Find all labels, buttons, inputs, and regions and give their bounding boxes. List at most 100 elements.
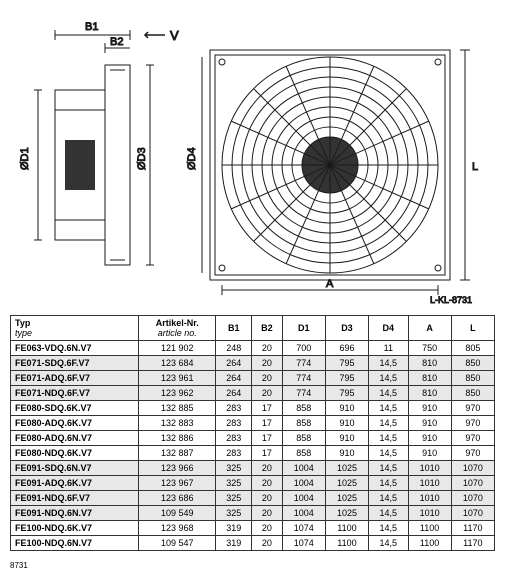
footer-ref: 8731 xyxy=(0,561,505,570)
table-row: FE080-SDQ.6K.V7132 8852831785891014,5910… xyxy=(11,401,495,416)
table-cell: 1025 xyxy=(325,476,368,491)
col-header: Typtype xyxy=(11,316,139,341)
table-cell: 283 xyxy=(216,401,252,416)
table-cell: 14,5 xyxy=(369,476,408,491)
table-cell: 264 xyxy=(216,356,252,371)
table-cell: 20 xyxy=(252,356,283,371)
table-cell: 14,5 xyxy=(369,356,408,371)
table-cell: 910 xyxy=(408,431,451,446)
table-cell: FE080-NDQ.6K.V7 xyxy=(11,446,139,461)
table-row: FE080-ADQ.6N.V7132 8862831785891014,5910… xyxy=(11,431,495,446)
table-cell: 1004 xyxy=(282,476,325,491)
col-header: B2 xyxy=(252,316,283,341)
table-row: FE080-ADQ.6K.V7132 8832831785891014,5910… xyxy=(11,416,495,431)
table-cell: 20 xyxy=(252,476,283,491)
table-cell: 1074 xyxy=(282,536,325,551)
table-cell: FE071-ADQ.6F.V7 xyxy=(11,371,139,386)
table-cell: 109 547 xyxy=(139,536,216,551)
table-cell: 123 684 xyxy=(139,356,216,371)
table-cell: 774 xyxy=(282,356,325,371)
table-cell: FE063-VDQ.6N.V7 xyxy=(11,341,139,356)
table-cell: FE071-NDQ.6F.V7 xyxy=(11,386,139,401)
table-cell: 1010 xyxy=(408,476,451,491)
table-cell: 810 xyxy=(408,386,451,401)
label-d4: ØD4 xyxy=(186,147,198,170)
table-cell: FE071-SDQ.6F.V7 xyxy=(11,356,139,371)
table-cell: 910 xyxy=(408,401,451,416)
table-cell: 14,5 xyxy=(369,431,408,446)
table-cell: 850 xyxy=(451,386,494,401)
table-cell: 970 xyxy=(451,416,494,431)
table-cell: 700 xyxy=(282,341,325,356)
table-cell: 970 xyxy=(451,446,494,461)
table-cell: 109 549 xyxy=(139,506,216,521)
table-cell: 970 xyxy=(451,431,494,446)
table-row: FE080-NDQ.6K.V7132 8872831785891014,5910… xyxy=(11,446,495,461)
table-cell: 20 xyxy=(252,341,283,356)
table-cell: 325 xyxy=(216,476,252,491)
table-cell: FE091-NDQ.6F.V7 xyxy=(11,491,139,506)
table-cell: 795 xyxy=(325,356,368,371)
table-row: FE091-NDQ.6F.V7123 686325201004102514,51… xyxy=(11,491,495,506)
table-cell: 910 xyxy=(325,416,368,431)
table-cell: 132 885 xyxy=(139,401,216,416)
table-cell: 123 966 xyxy=(139,461,216,476)
table-row: FE091-ADQ.6K.V7123 967325201004102514,51… xyxy=(11,476,495,491)
table-cell: 14,5 xyxy=(369,386,408,401)
table-cell: 910 xyxy=(408,446,451,461)
table-cell: 20 xyxy=(252,461,283,476)
table-cell: 910 xyxy=(408,416,451,431)
table-cell: 283 xyxy=(216,416,252,431)
table-cell: 132 886 xyxy=(139,431,216,446)
table-cell: 858 xyxy=(282,431,325,446)
table-cell: 14,5 xyxy=(369,446,408,461)
table-cell: 325 xyxy=(216,491,252,506)
table-cell: 795 xyxy=(325,386,368,401)
table-cell: 14,5 xyxy=(369,491,408,506)
col-header: Artikel-Nr.article no. xyxy=(139,316,216,341)
table-cell: 20 xyxy=(252,491,283,506)
label-d3: ØD3 xyxy=(136,147,148,170)
table-cell: 805 xyxy=(451,341,494,356)
table-cell: 1170 xyxy=(451,536,494,551)
table-cell: 1025 xyxy=(325,461,368,476)
table-row: FE071-SDQ.6F.V7123 6842642077479514,5810… xyxy=(11,356,495,371)
table-row: FE100-NDQ.6N.V7109 547319201074110014,51… xyxy=(11,536,495,551)
label-b1: B1 xyxy=(85,21,98,33)
table-cell: 20 xyxy=(252,386,283,401)
table-cell: 11 xyxy=(369,341,408,356)
table-cell: 750 xyxy=(408,341,451,356)
table-cell: 1070 xyxy=(451,491,494,506)
table-cell: 14,5 xyxy=(369,461,408,476)
table-row: FE100-NDQ.6K.V7123 968319201074110014,51… xyxy=(11,521,495,536)
table-cell: 283 xyxy=(216,431,252,446)
table-cell: 850 xyxy=(451,371,494,386)
col-header: A xyxy=(408,316,451,341)
label-d1: ØD1 xyxy=(19,147,31,170)
table-cell: 123 968 xyxy=(139,521,216,536)
table-cell: 248 xyxy=(216,341,252,356)
table-cell: 1025 xyxy=(325,506,368,521)
technical-drawing: B1 B2 V ØD1 ØD3 xyxy=(0,0,505,315)
table-cell: 14,5 xyxy=(369,521,408,536)
table-cell: 696 xyxy=(325,341,368,356)
table-cell: 910 xyxy=(325,446,368,461)
table-row: FE071-NDQ.6F.V7123 9622642077479514,5810… xyxy=(11,386,495,401)
table-cell: 1010 xyxy=(408,491,451,506)
dimension-table: TyptypeArtikel-Nr.article no.B1B2D1D3D4A… xyxy=(0,315,505,561)
table-cell: 1100 xyxy=(408,521,451,536)
table-cell: 858 xyxy=(282,401,325,416)
table-cell: 319 xyxy=(216,521,252,536)
table-cell: 264 xyxy=(216,371,252,386)
table-cell: 910 xyxy=(325,401,368,416)
fan-drawing-svg: B1 B2 V ØD1 ØD3 xyxy=(10,10,495,305)
table-cell: 17 xyxy=(252,401,283,416)
table-cell: 1100 xyxy=(408,536,451,551)
table-cell: 1070 xyxy=(451,476,494,491)
table-cell: 123 962 xyxy=(139,386,216,401)
table-cell: 1025 xyxy=(325,491,368,506)
table-cell: 858 xyxy=(282,416,325,431)
table-cell: 1170 xyxy=(451,521,494,536)
table-cell: 325 xyxy=(216,506,252,521)
data-table: TyptypeArtikel-Nr.article no.B1B2D1D3D4A… xyxy=(10,315,495,551)
